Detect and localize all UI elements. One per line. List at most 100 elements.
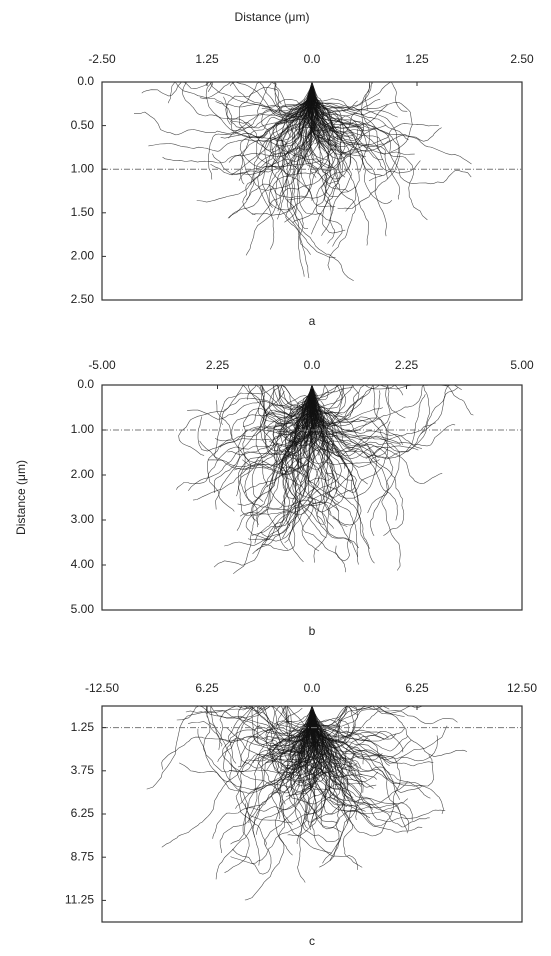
trajectory: [290, 706, 313, 883]
trajectory: [311, 706, 387, 837]
trajectory: [305, 706, 332, 831]
x-tick-label: 0.0: [304, 681, 321, 695]
axis-title: Distance (μm): [235, 10, 310, 24]
trajectory: [228, 82, 313, 163]
trajectory: [282, 385, 313, 460]
trajectory: [207, 82, 313, 180]
trajectory: [259, 385, 316, 452]
trajectory: [311, 706, 355, 800]
trajectory: [214, 385, 313, 442]
trajectory: [272, 385, 325, 526]
trajectory: [311, 82, 408, 112]
trajectory: [311, 385, 351, 445]
trajectory: [308, 82, 409, 141]
trajectory: [306, 82, 365, 132]
trajectory: [236, 385, 313, 531]
trajectory: [141, 82, 313, 108]
x-tick-label: -12.50: [85, 681, 119, 695]
x-tick-label: 5.00: [510, 358, 534, 372]
y-tick-label: 0.50: [71, 118, 95, 132]
trajectory: [266, 385, 320, 550]
trajectory: [292, 82, 328, 224]
panel-caption: c: [309, 934, 315, 948]
trajectory: [176, 385, 313, 490]
trajectory: [311, 385, 353, 481]
trajectory: [284, 385, 354, 544]
y-tick-label: 2.50: [71, 292, 95, 306]
trajectory: [207, 385, 313, 512]
trajectory: [311, 706, 423, 729]
trajectory: [311, 82, 358, 115]
trajectory: [301, 385, 377, 499]
trajectory: [311, 82, 333, 145]
y-tick-label: 2.00: [71, 249, 95, 263]
trajectory: [311, 706, 458, 738]
trajectory: [311, 385, 430, 434]
trajectory: [245, 385, 313, 539]
y-tick-label: 1.00: [71, 161, 95, 175]
x-tick-label: 2.25: [206, 358, 230, 372]
x-tick-label: 1.25: [405, 52, 429, 66]
trajectory: [272, 706, 340, 842]
y-tick-label: 6.25: [71, 806, 95, 820]
y-tick-label: 11.25: [65, 893, 94, 907]
trajectory: [146, 706, 313, 790]
trajectory: [161, 706, 313, 848]
x-tick-label: 2.25: [395, 358, 419, 372]
trajectory: [245, 706, 327, 823]
trajectory: [309, 82, 472, 185]
trajectory: [294, 385, 334, 529]
trajectory: [310, 82, 369, 246]
trajectory: [285, 385, 317, 472]
y-tick-label: 8.75: [71, 849, 95, 863]
trajectory: [210, 82, 313, 176]
trajectory: [311, 385, 359, 562]
trajectory: [215, 82, 313, 108]
x-tick-label: 1.25: [195, 52, 219, 66]
x-tick-label: 6.25: [195, 681, 219, 695]
y-tick-label: 1.50: [71, 205, 95, 219]
y-tick-label: 1.25: [71, 720, 95, 734]
x-tick-label: -2.50: [88, 52, 116, 66]
trajectories: [176, 385, 474, 575]
trajectory: [311, 82, 439, 155]
trajectory: [311, 385, 405, 536]
trajectory: [311, 706, 435, 787]
trajectory: [273, 706, 319, 825]
trajectory: [269, 82, 313, 277]
trajectories: [146, 706, 468, 901]
trajectory: [269, 385, 339, 512]
y-tick-label: 0.0: [77, 74, 94, 88]
panel-caption: b: [309, 624, 316, 638]
y-tick-label: 3.75: [71, 763, 95, 777]
trajectory: [277, 706, 313, 771]
trajectory: [269, 706, 317, 777]
trajectory: [233, 385, 313, 575]
trajectory: [311, 385, 371, 549]
trajectory: [311, 82, 373, 112]
trajectory: [306, 82, 316, 155]
y-axis-label: Distance (μm): [14, 460, 28, 535]
y-tick-label: 5.00: [71, 602, 95, 616]
trajectory: [279, 706, 313, 770]
y-tick-label: 3.00: [71, 512, 95, 526]
trajectory: [311, 385, 426, 460]
trajectory: [239, 385, 313, 528]
trajectory: [188, 385, 313, 491]
y-tick-label: 2.00: [71, 467, 95, 481]
y-tick-label: 1.00: [71, 422, 95, 436]
trajectories: [133, 82, 472, 282]
trajectory: [284, 82, 336, 192]
trajectory: [239, 385, 329, 517]
trajectory: [311, 82, 398, 118]
panel-caption: a: [309, 314, 316, 328]
trajectory: [307, 385, 394, 514]
trajectory: [311, 82, 393, 148]
x-tick-label: 0.0: [304, 52, 321, 66]
y-tick-label: 4.00: [71, 557, 95, 571]
trajectory: [300, 706, 423, 833]
trajectory: [218, 706, 317, 750]
y-tick-label: 0.0: [77, 377, 94, 391]
